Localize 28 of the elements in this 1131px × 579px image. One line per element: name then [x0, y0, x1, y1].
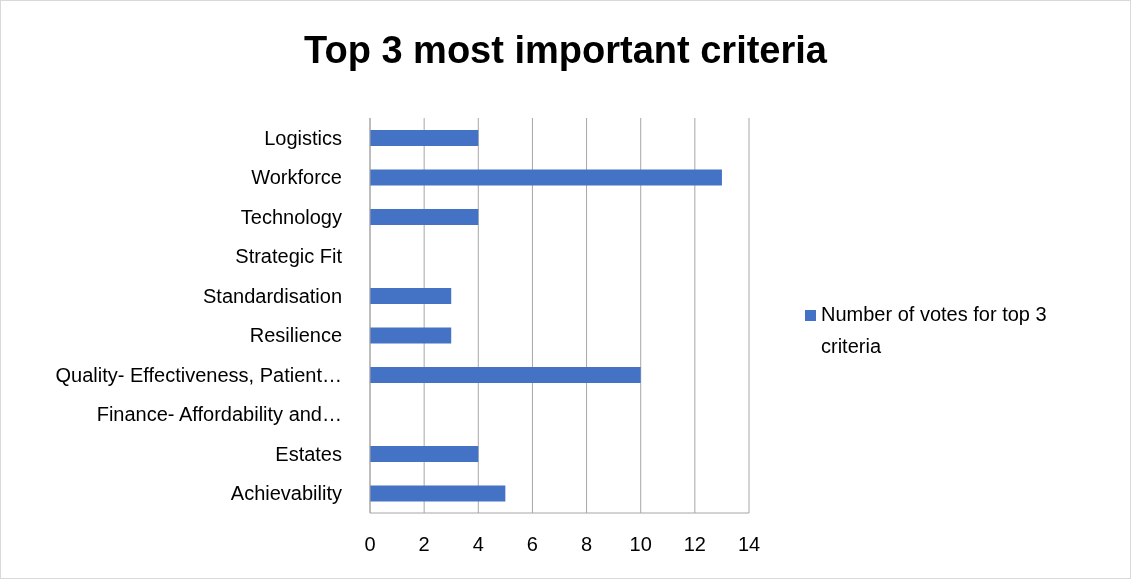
- y-tick-label: Workforce: [251, 166, 342, 189]
- y-tick-label: Achievability: [230, 482, 342, 505]
- x-tick-label: 6: [526, 533, 538, 556]
- y-tick-label: Standardisation: [203, 284, 342, 307]
- y-tick-label: Quality- Effectiveness, Patient…: [55, 363, 342, 386]
- legend-label: Number of votes for top 3 criteria: [821, 302, 1048, 359]
- bar: [370, 130, 479, 146]
- y-tick-label: Resilience: [249, 324, 342, 347]
- chart-title: Top 3 most important criteria: [303, 29, 828, 72]
- y-tick-label: Technology: [240, 205, 342, 228]
- bar: [370, 327, 452, 344]
- bar: [370, 485, 506, 502]
- bar: [370, 169, 722, 186]
- x-tick-label: 0: [364, 533, 376, 556]
- bar: [370, 446, 479, 462]
- x-tick-label: 2: [418, 533, 430, 556]
- y-tick-label: Logistics: [264, 126, 342, 149]
- y-tick-label: Estates: [275, 442, 342, 465]
- x-tick-label: 4: [472, 533, 484, 556]
- x-tick-label: 8: [581, 533, 593, 556]
- x-tick-label: 10: [629, 533, 652, 556]
- bar: [370, 209, 479, 225]
- y-tick-label: Strategic Fit: [235, 245, 343, 268]
- x-tick-label: 12: [683, 533, 706, 556]
- y-tick-label: Finance- Affordability and…: [96, 403, 342, 426]
- bar: [370, 288, 452, 304]
- bar: [370, 367, 641, 383]
- x-tick-label: 14: [737, 533, 761, 556]
